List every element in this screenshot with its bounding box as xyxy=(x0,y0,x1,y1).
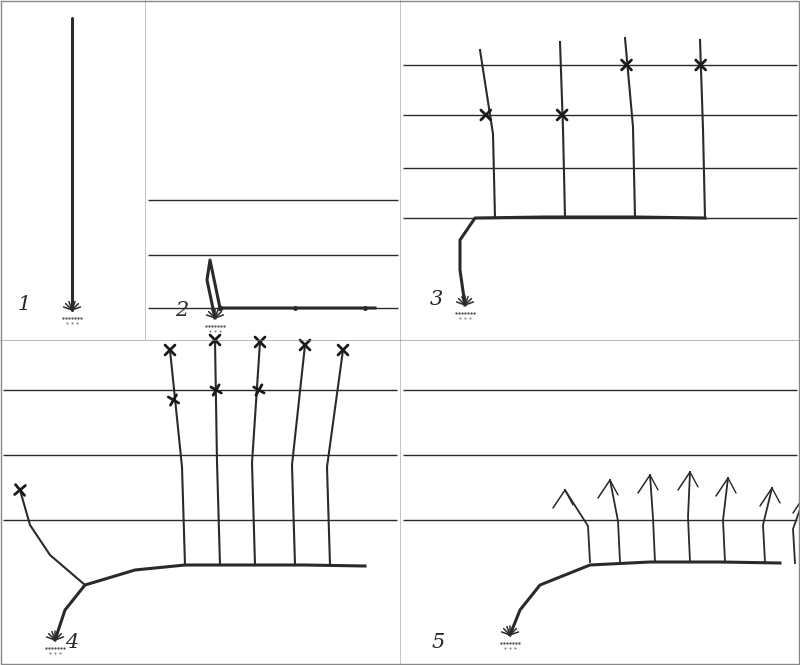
Text: 1: 1 xyxy=(18,295,31,314)
Text: 3: 3 xyxy=(430,290,443,309)
Text: 5: 5 xyxy=(432,633,446,652)
Text: 2: 2 xyxy=(175,301,188,320)
Text: 4: 4 xyxy=(65,633,78,652)
